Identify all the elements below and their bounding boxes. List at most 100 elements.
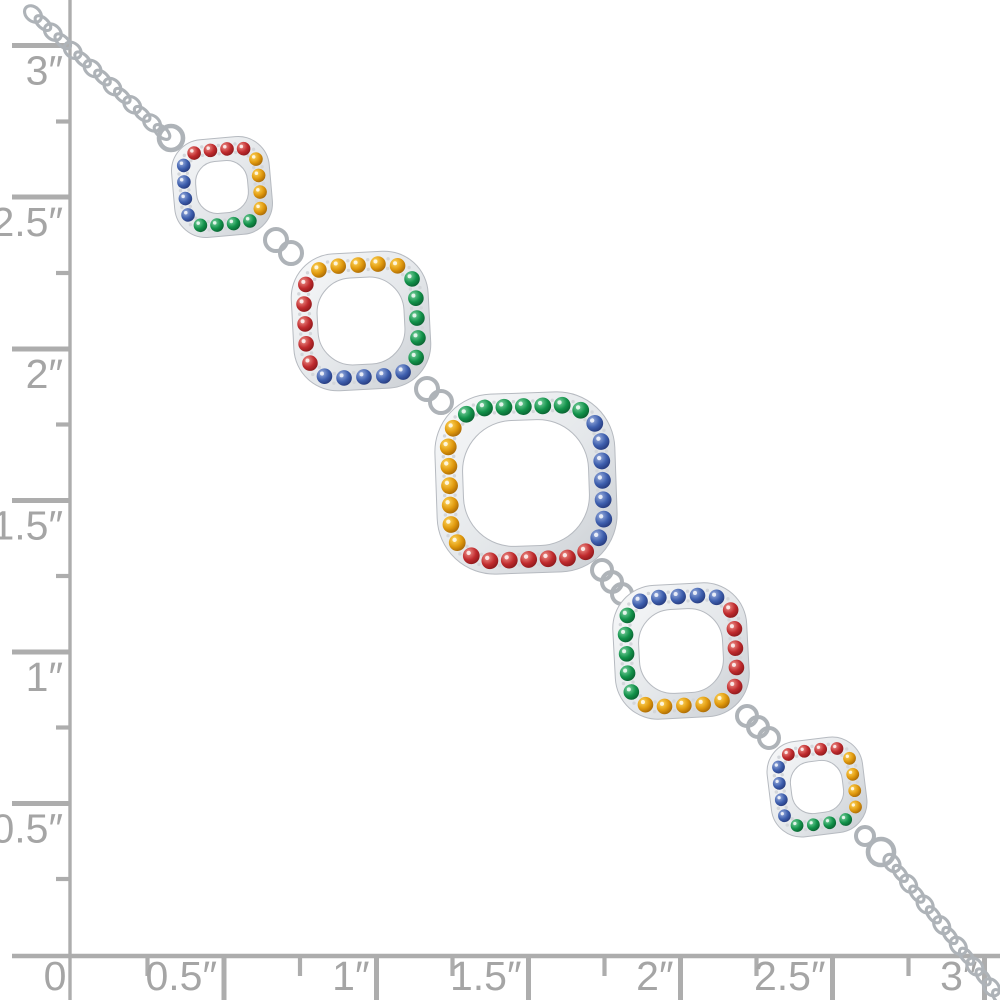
prong-bead (346, 259, 350, 263)
prong-bead (738, 636, 742, 640)
chain-link (981, 977, 1000, 998)
prong-bead (254, 198, 259, 203)
prong-bead (571, 399, 575, 404)
prong-bead (811, 752, 815, 756)
prong-bead (185, 171, 190, 176)
prong-bead (592, 432, 596, 436)
prong-bead (200, 153, 205, 157)
gem-sparkle (833, 744, 837, 749)
chain-link (33, 14, 53, 33)
chain-link (915, 894, 935, 915)
gem-sparkle (596, 455, 602, 461)
chain-link (53, 32, 73, 51)
prong-bead (443, 513, 448, 517)
prong-bead (629, 642, 633, 646)
gem-sparkle (660, 701, 665, 706)
gem-sparkle (256, 188, 260, 192)
prong-bead (188, 204, 192, 209)
prong-bead (853, 815, 857, 819)
prong-bead (848, 781, 852, 785)
horizontal-ruler-label: 3″ (940, 953, 977, 999)
vertical-ruler-label: 3″ (26, 48, 63, 94)
prong-bead (576, 559, 581, 563)
prong-bead (441, 455, 446, 459)
prong-bead (711, 706, 716, 711)
prong-bead (327, 269, 331, 274)
gem-sparkle (775, 779, 779, 784)
chain-link (62, 40, 83, 61)
prong-bead (536, 562, 541, 567)
prong-bead (648, 601, 652, 605)
prong-bead (257, 216, 262, 221)
prong-bead (568, 409, 573, 414)
gem-sparkle (726, 605, 731, 610)
gem-sparkle (593, 532, 599, 538)
station-band-inner (195, 160, 249, 214)
prong-bead (442, 493, 447, 498)
prong-bead (385, 266, 390, 271)
prong-bead (777, 755, 781, 759)
prong-bead (632, 701, 636, 705)
prong-bead (731, 696, 735, 700)
prong-bead (251, 211, 255, 215)
prong-bead (827, 750, 831, 754)
gem-sparkle (359, 372, 364, 377)
vertical-ruler-label: 0.5″ (0, 806, 63, 852)
cable-chain (882, 852, 1000, 1000)
chain-link (898, 873, 919, 894)
prong-bead (223, 218, 227, 222)
prong-bead (180, 205, 184, 209)
gem-sparkle (179, 178, 184, 182)
prong-bead (666, 590, 670, 594)
prong-bead (453, 493, 457, 497)
gem-sparkle (499, 402, 504, 407)
chain-link (908, 884, 926, 904)
prong-bead (325, 260, 330, 264)
gem-sparkle (373, 259, 378, 264)
gem-sparkle (679, 700, 684, 705)
prong-bead (782, 789, 786, 793)
gem-sparkle (452, 537, 457, 542)
chain-link (974, 967, 992, 987)
gemstone-square-station (434, 391, 618, 575)
prong-bead (346, 268, 351, 273)
connector-ring (428, 389, 454, 415)
prong-bead (555, 551, 560, 555)
prong-bead (297, 292, 301, 296)
gem-sparkle (301, 279, 306, 284)
vertical-ruler-label: 1.5″ (0, 503, 63, 549)
prong-bead (479, 552, 484, 557)
prong-bead (307, 312, 312, 316)
prong-bead (475, 413, 479, 417)
gem-sparkle (251, 155, 256, 159)
gem-sparkle (731, 662, 736, 667)
prong-bead (177, 172, 181, 176)
prong-bead (442, 474, 446, 478)
gem-sparkle (598, 514, 604, 519)
gem-sparkle (626, 687, 631, 692)
gem-sparkle (850, 786, 855, 791)
gem-sparkle (339, 373, 344, 378)
prong-bead (442, 434, 447, 438)
prong-bead (188, 222, 193, 227)
prong-bead (400, 273, 405, 277)
prong-bead (847, 810, 851, 814)
chain-link (924, 905, 943, 925)
gem-sparkle (299, 299, 304, 304)
prong-bead (299, 332, 303, 336)
gem-sparkle (562, 553, 568, 558)
prong-bead (785, 823, 789, 827)
prong-bead (618, 622, 623, 627)
prong-bead (803, 827, 808, 832)
gem-sparkle (353, 260, 358, 265)
prong-bead (790, 817, 794, 821)
vertical-ruler-label: 2.5″ (0, 199, 63, 245)
gem-sparkle (196, 221, 200, 225)
prong-bead (239, 217, 244, 221)
prong-bead (253, 182, 257, 186)
prong-bead (352, 370, 356, 375)
gem-sparkle (596, 436, 601, 441)
prong-bead (498, 563, 502, 568)
prong-bead (418, 285, 422, 290)
